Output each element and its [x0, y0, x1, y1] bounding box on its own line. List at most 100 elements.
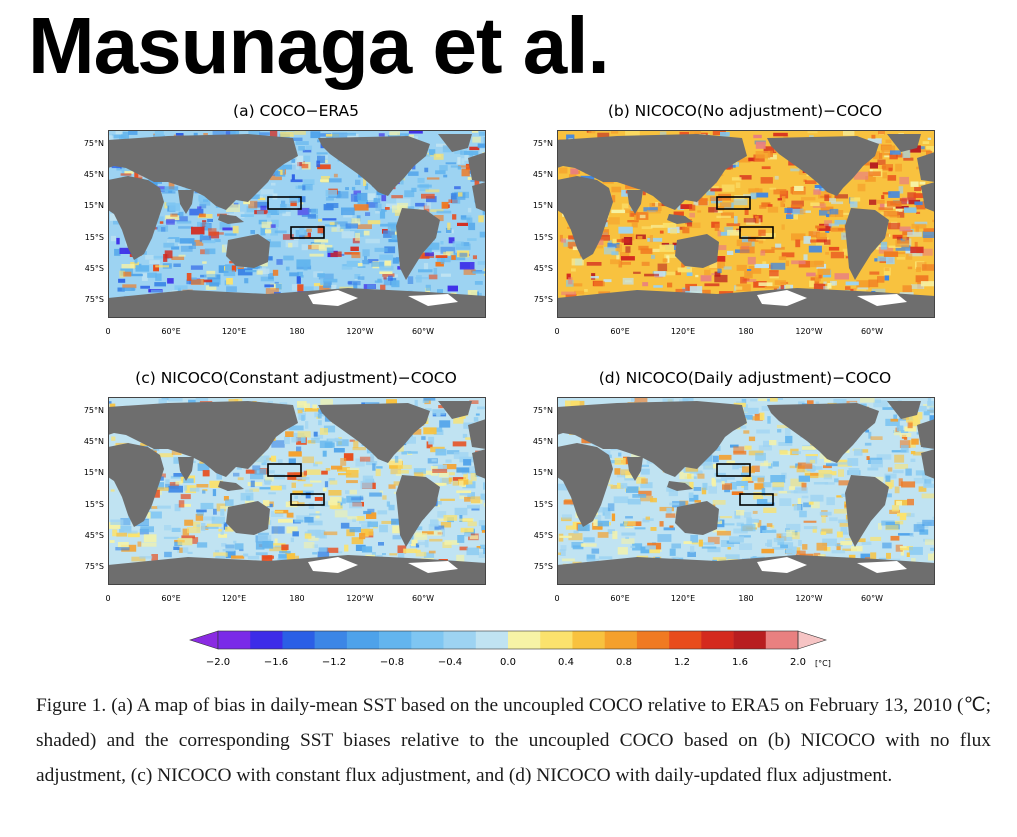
sea-ice: [757, 557, 807, 573]
landmass: [226, 234, 270, 268]
latitude-label: 45°S: [533, 264, 553, 273]
landmass: [318, 136, 430, 196]
land-mask: [108, 401, 486, 585]
colorbar-outline: [217, 630, 799, 650]
sea-ice: [757, 290, 807, 306]
longitude-label: 120°E: [670, 327, 696, 336]
longitude-label: 120°E: [670, 594, 696, 603]
landmass: [627, 190, 643, 214]
landmass: [667, 214, 693, 224]
landmass: [108, 443, 164, 527]
landmass: [917, 419, 935, 449]
landmass: [675, 234, 719, 268]
sea-ice: [308, 557, 358, 573]
sst-bias-map: [557, 130, 935, 318]
region-box: [267, 463, 302, 477]
colorbar-segment: [379, 631, 412, 649]
latitude-label: 75°N: [83, 406, 104, 415]
longitude-label: 60°E: [610, 594, 630, 603]
landmass: [667, 481, 693, 491]
region-box: [716, 463, 751, 477]
landmass: [178, 457, 194, 481]
colorbar-min-extension: [189, 630, 219, 650]
colorbar-segment: [540, 631, 573, 649]
longitude-label: 120°W: [346, 327, 374, 336]
sea-ice: [408, 561, 458, 573]
landmass: [557, 443, 613, 527]
sea-ice: [857, 294, 907, 306]
latitude-label: 75°S: [84, 295, 104, 304]
landmass: [226, 501, 270, 535]
landmass: [178, 190, 194, 214]
landmass: [472, 182, 486, 212]
sst-bias-map: [108, 397, 486, 585]
landmass: [921, 449, 935, 479]
landmass: [468, 152, 486, 182]
latitude-label: 15°N: [83, 201, 104, 210]
colorbar-tick-label: 1.2: [674, 657, 690, 668]
author-heading: Masunaga et al.: [28, 1, 610, 90]
landmass: [767, 136, 879, 196]
longitude-label: 60°E: [161, 327, 181, 336]
latitude-label: 45°S: [533, 531, 553, 540]
longitude-label: 0: [105, 594, 111, 603]
colorbar-segment: [669, 631, 702, 649]
land-mask: [108, 134, 486, 318]
longitude-label: 120°E: [221, 327, 247, 336]
colorbar-tick-label: 0.4: [558, 657, 574, 668]
sst-bias-map: [108, 130, 486, 318]
landmass: [396, 208, 440, 280]
latitude-label: 75°S: [84, 562, 104, 571]
colorbar-tick-label: −2.0: [205, 657, 231, 668]
longitude-label: 120°E: [221, 594, 247, 603]
panel-title: (d) NICOCO(Daily adjustment)−COCO: [598, 369, 892, 387]
sea-ice: [308, 290, 358, 306]
landmass: [557, 134, 747, 210]
landmass: [438, 134, 472, 152]
colorbar-segment: [443, 631, 477, 649]
longitude-label: 0: [105, 327, 111, 336]
colorbar-max-extension: [797, 630, 827, 650]
latitude-label: 45°S: [84, 531, 104, 540]
colorbar-unit: [°C]: [815, 659, 831, 668]
latitude-label: 45°N: [532, 437, 553, 446]
landmass: [108, 555, 486, 585]
colorbar: [189, 630, 827, 650]
landmass: [557, 555, 935, 585]
latitude-label: 15°S: [84, 233, 104, 242]
landmass: [887, 401, 921, 419]
colorbar-segment: [475, 631, 509, 649]
colorbar-segment: [250, 631, 283, 649]
longitude-label: 120°W: [795, 327, 823, 336]
colorbar-segment: [314, 631, 348, 649]
latitude-label: 45°N: [83, 437, 104, 446]
sea-ice: [408, 294, 458, 306]
colorbar-segment: [282, 631, 315, 649]
panel-title: (b) NICOCO(No adjustment)−COCO: [607, 102, 883, 120]
region-box: [290, 493, 325, 506]
landmass: [675, 501, 719, 535]
region-box: [716, 196, 751, 210]
latitude-label: 45°N: [83, 170, 104, 179]
colorbar-tick-label: 0.8: [616, 657, 632, 668]
panel-title: (c) NICOCO(Constant adjustment)−COCO: [135, 369, 457, 387]
landmass: [318, 403, 430, 463]
panel-title: (a) COCO−ERA5: [233, 102, 359, 120]
latitude-label: 15°N: [83, 468, 104, 477]
landmass: [108, 288, 486, 318]
colorbar-segment: [636, 631, 670, 649]
map-frame: [108, 130, 486, 318]
map-frame: [557, 397, 935, 585]
latitude-label: 45°S: [84, 264, 104, 273]
colorbar-tick-label: −1.2: [321, 657, 347, 668]
landmass: [767, 403, 879, 463]
latitude-label: 75°N: [83, 139, 104, 148]
landmass: [472, 449, 486, 479]
colorbar-tick-label: −0.4: [437, 657, 463, 668]
map-frame: [557, 130, 935, 318]
colorbar-segment: [765, 631, 799, 649]
colorbar-segment: [346, 631, 380, 649]
longitude-label: 180: [738, 327, 754, 336]
landmass: [557, 288, 935, 318]
colorbar-segment: [508, 631, 541, 649]
